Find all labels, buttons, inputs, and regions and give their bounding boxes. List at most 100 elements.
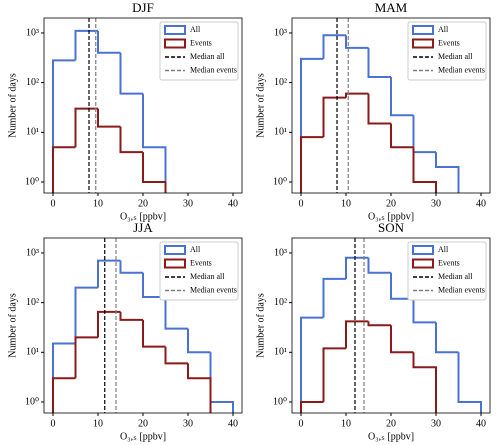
legend-label: Median events — [190, 285, 237, 294]
histogram-step — [142, 272, 166, 298]
histogram-step — [390, 123, 414, 149]
y-axis-label: Number of days — [255, 73, 266, 138]
y-tick-label: 10¹ — [274, 347, 287, 358]
x-tick-label: 30 — [183, 198, 193, 209]
histogram-step — [142, 93, 167, 193]
x-tick-label: 20 — [138, 418, 148, 429]
plot-area — [300, 238, 482, 413]
y-tick-label: 10² — [26, 77, 39, 88]
histogram-step — [74, 336, 98, 379]
y-tick-label: 10¹ — [26, 347, 39, 358]
x-axis-label: O₃,ₛ [ppbv] — [368, 431, 414, 442]
panel: MAM O₃,ₛ [ppbv] Number of days 0 10 20 30 40 10⁰… — [255, 0, 491, 222]
x-axis-label: O₃,ₛ [ppbv] — [368, 211, 414, 222]
histogram-step — [97, 259, 121, 288]
x-tick-label: 20 — [386, 198, 396, 209]
histogram-step — [209, 352, 234, 413]
x-tick-label: 40 — [476, 418, 486, 429]
axes-frame — [291, 17, 491, 194]
legend-swatch — [412, 38, 434, 49]
histogram-step — [52, 377, 76, 413]
panel: DJF O₃,ₛ [ppbv] Number of days 0 10 20 30 40 10⁰… — [7, 0, 243, 222]
legend-swatch — [412, 245, 434, 255]
histogram-step — [187, 363, 212, 413]
histogram-step — [412, 298, 436, 324]
histogram-step — [345, 92, 369, 98]
legend-box — [407, 241, 487, 301]
histogram-step — [367, 321, 391, 327]
histogram-step — [97, 30, 121, 54]
y-tick-label: 10⁰ — [25, 396, 39, 407]
histogram-step — [367, 47, 391, 78]
x-tick-label: 30 — [183, 418, 193, 429]
legend-label: Median events — [190, 65, 237, 74]
histogram-step — [300, 57, 324, 193]
histogram-step — [322, 277, 346, 318]
x-tick-label: 40 — [228, 198, 238, 209]
histogram-step — [74, 286, 98, 344]
y-tick-label: 10³ — [274, 27, 287, 38]
histogram-step — [97, 310, 121, 338]
x-tick-label: 20 — [138, 198, 148, 209]
plot-area — [300, 18, 460, 193]
histogram-step — [322, 347, 346, 402]
histogram-step — [457, 352, 482, 413]
x-tick-label: 0 — [299, 418, 304, 429]
histogram-step — [187, 328, 211, 354]
legend-label: Median all — [438, 52, 473, 61]
y-tick-label: 10² — [274, 77, 287, 88]
panel-title: SON — [378, 220, 405, 235]
plot-area — [52, 18, 167, 193]
plot-area — [52, 238, 234, 413]
legend-label: All — [438, 25, 449, 34]
axes-frame — [291, 237, 491, 414]
y-axis-label: Number of days — [255, 293, 266, 358]
legend-label: Events — [438, 258, 460, 267]
histogram-step — [142, 319, 166, 348]
histogram-step — [52, 59, 76, 193]
histogram-step — [300, 316, 324, 413]
histogram-step — [74, 107, 98, 148]
legend-swatch — [412, 258, 434, 269]
histogram-step — [97, 108, 121, 128]
histogram-step — [322, 34, 346, 59]
histogram-step — [367, 93, 391, 125]
legend-box — [159, 21, 239, 81]
histogram-step — [142, 152, 167, 193]
histogram-step — [322, 96, 346, 138]
legend-label: All — [190, 25, 201, 34]
legend-swatch — [164, 25, 186, 35]
panel: JJA O₃,ₛ [ppbv] Number of days 0 10 20 30 40 10⁰… — [7, 220, 243, 442]
histogram-step — [412, 352, 437, 413]
x-tick-label: 0 — [299, 198, 304, 209]
histogram-step — [435, 152, 460, 193]
histogram-step — [390, 76, 414, 117]
y-tick-label: 10³ — [26, 27, 39, 38]
x-tick-label: 0 — [51, 198, 56, 209]
histogram-step — [412, 147, 437, 193]
x-tick-label: 20 — [386, 418, 396, 429]
histogram-step — [119, 126, 143, 154]
legend-label: All — [190, 245, 201, 254]
y-tick-label: 10¹ — [274, 127, 287, 138]
x-tick-label: 30 — [431, 418, 441, 429]
histogram-step — [119, 311, 143, 321]
histogram-step — [367, 257, 391, 274]
histogram-step — [119, 260, 143, 274]
y-tick-label: 10⁰ — [273, 176, 287, 187]
y-tick-label: 10⁰ — [25, 176, 39, 187]
histogram-step — [74, 29, 98, 61]
histogram-step — [345, 320, 369, 349]
axes-frame — [43, 17, 243, 194]
histogram-step — [390, 272, 414, 300]
legend-label: Events — [438, 38, 460, 47]
histogram-step — [435, 322, 459, 354]
histogram-step — [390, 325, 414, 354]
y-tick-label: 10² — [274, 297, 287, 308]
y-tick-label: 10¹ — [26, 127, 39, 138]
y-tick-label: 10³ — [274, 247, 287, 258]
legend-swatch — [164, 38, 186, 49]
panel: SON O₃,ₛ [ppbv] Number of days 0 10 20 30 40 10⁰… — [255, 220, 491, 442]
histogram-step — [345, 35, 369, 49]
